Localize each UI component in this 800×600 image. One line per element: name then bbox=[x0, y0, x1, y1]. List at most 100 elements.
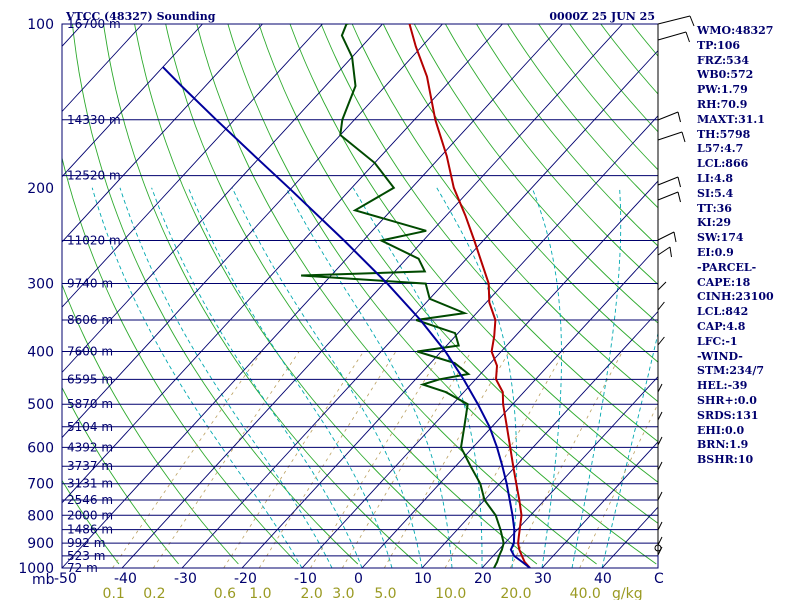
dry-adiabat-line bbox=[507, 24, 658, 209]
index-value: -WIND- bbox=[697, 349, 743, 363]
wind-barb bbox=[657, 15, 691, 25]
index-value: CAP:4.8 bbox=[697, 320, 746, 333]
mixing-ratio-label: 5.0 bbox=[374, 586, 396, 600]
profiles bbox=[162, 24, 531, 568]
height-label: 16700 m bbox=[67, 17, 121, 31]
index-value: BSHR:10 bbox=[697, 453, 754, 467]
index-value: TT:36 bbox=[697, 201, 732, 215]
wind-barb-feather bbox=[681, 131, 686, 143]
height-label: 8606 m bbox=[67, 313, 113, 327]
isotherm-line bbox=[241, 115, 658, 568]
moist-adiabat-line bbox=[187, 187, 393, 568]
index-value: L57:4.7 bbox=[697, 142, 744, 156]
height-label: 4392 m bbox=[67, 440, 113, 454]
index-value: EHI:0.0 bbox=[697, 423, 745, 437]
mixing-ratio-unit-label: g/kg bbox=[612, 586, 643, 600]
wind-barb bbox=[657, 131, 683, 141]
mixing-ratio-label: 1.0 bbox=[249, 586, 271, 600]
height-label: 9740 m bbox=[67, 277, 113, 291]
pressure-tick-label: 300 bbox=[27, 277, 54, 293]
index-value: CAPE:18 bbox=[697, 275, 751, 289]
index-value: RH:70.9 bbox=[697, 98, 748, 111]
pressure-tick-label: 900 bbox=[27, 536, 54, 552]
dry-adiabat-line bbox=[538, 24, 658, 171]
wind-barb bbox=[657, 536, 663, 546]
dry-adiabat-line bbox=[196, 24, 597, 565]
index-value: EI:0.9 bbox=[697, 246, 734, 259]
height-label: 72 m bbox=[67, 561, 98, 575]
index-value: LCL:842 bbox=[697, 305, 749, 319]
isotherm-line bbox=[121, 24, 623, 568]
isotherm-line bbox=[62, 24, 263, 243]
dry-adiabat-line bbox=[227, 24, 657, 565]
isotherm-line bbox=[361, 245, 658, 568]
wind-barb bbox=[657, 191, 679, 201]
dry-adiabat-line bbox=[103, 24, 418, 565]
height-label: 2000 m bbox=[67, 508, 113, 522]
mixing-ratio-label: 20.0 bbox=[500, 586, 531, 600]
isotherm-line bbox=[62, 24, 383, 374]
height-label: 1486 m bbox=[67, 523, 113, 537]
index-value: STM:234/7 bbox=[697, 364, 764, 378]
index-value: TP:106 bbox=[697, 38, 741, 52]
index-value: FRZ:534 bbox=[697, 53, 750, 67]
height-label: 7600 m bbox=[67, 345, 113, 359]
height-label: 12520 m bbox=[67, 169, 121, 183]
dry-adiabat-line bbox=[320, 24, 658, 443]
wind-barb-feather bbox=[677, 111, 681, 123]
wind-barb-feather bbox=[677, 191, 681, 203]
isotherm-line bbox=[181, 49, 658, 568]
wind-barb-feather bbox=[689, 15, 695, 27]
index-value: SRDS:131 bbox=[697, 408, 759, 422]
wind-barb bbox=[657, 31, 687, 41]
mixing-ratio-label: 0.2 bbox=[143, 586, 165, 600]
index-value: PW:1.79 bbox=[697, 83, 748, 97]
wind-barb bbox=[657, 231, 675, 241]
index-value: WMO:48327 bbox=[697, 24, 774, 37]
mixing-ratio-label: 40.0 bbox=[570, 586, 601, 600]
pressure-tick-label: 800 bbox=[27, 508, 54, 524]
parcel-path-line bbox=[162, 66, 531, 568]
wind-barb bbox=[657, 246, 671, 256]
temperature-tick-label: 10 bbox=[414, 571, 432, 587]
celsius-label: C bbox=[654, 571, 664, 587]
index-value: LCL:866 bbox=[697, 157, 749, 171]
wind-barb bbox=[657, 336, 665, 346]
pressure-tick-label: 100 bbox=[27, 17, 54, 33]
index-value: HEL:-39 bbox=[697, 379, 748, 393]
dry-adiabat-line bbox=[476, 24, 658, 247]
index-value: TH:5798 bbox=[697, 127, 751, 141]
pressure-unit-label: mb bbox=[32, 572, 55, 588]
mixing-ratio-label: 0.6 bbox=[214, 586, 236, 600]
dewpoint-profile-line bbox=[301, 24, 505, 568]
moist-adiabat-line bbox=[151, 187, 363, 568]
wind-barb bbox=[657, 176, 679, 186]
index-value: KI:29 bbox=[697, 216, 732, 230]
wind-barb bbox=[657, 411, 663, 421]
isotherm-line bbox=[62, 24, 563, 568]
isotherm-line bbox=[62, 24, 443, 439]
dry-adiabat-line bbox=[62, 283, 239, 565]
wind-barb-staff bbox=[654, 15, 695, 556]
height-label: 523 m bbox=[67, 549, 105, 563]
temperature-tick-label: 20 bbox=[474, 571, 492, 587]
dry-adiabat-line bbox=[445, 24, 658, 285]
dry-adiabat-line bbox=[62, 156, 299, 565]
index-value: SW:174 bbox=[697, 231, 744, 245]
mixing-ratio-label: 0.1 bbox=[103, 586, 125, 600]
temperature-profile-line bbox=[408, 24, 531, 568]
temperature-tick-label: -20 bbox=[234, 571, 257, 587]
height-label: 14330 m bbox=[67, 113, 121, 127]
temperature-tick-label: -40 bbox=[114, 571, 137, 587]
dry-adiabat-line bbox=[258, 24, 658, 524]
wind-barb bbox=[657, 461, 663, 471]
isotherm-line bbox=[62, 24, 323, 308]
wind-barb-feather bbox=[673, 231, 677, 243]
wind-barb bbox=[657, 491, 663, 501]
pressure-tick-label: 500 bbox=[27, 397, 54, 413]
chart-title: VTCC (48327) Sounding bbox=[65, 10, 216, 23]
height-label: 992 m bbox=[67, 536, 105, 550]
wind-barb bbox=[657, 281, 667, 291]
